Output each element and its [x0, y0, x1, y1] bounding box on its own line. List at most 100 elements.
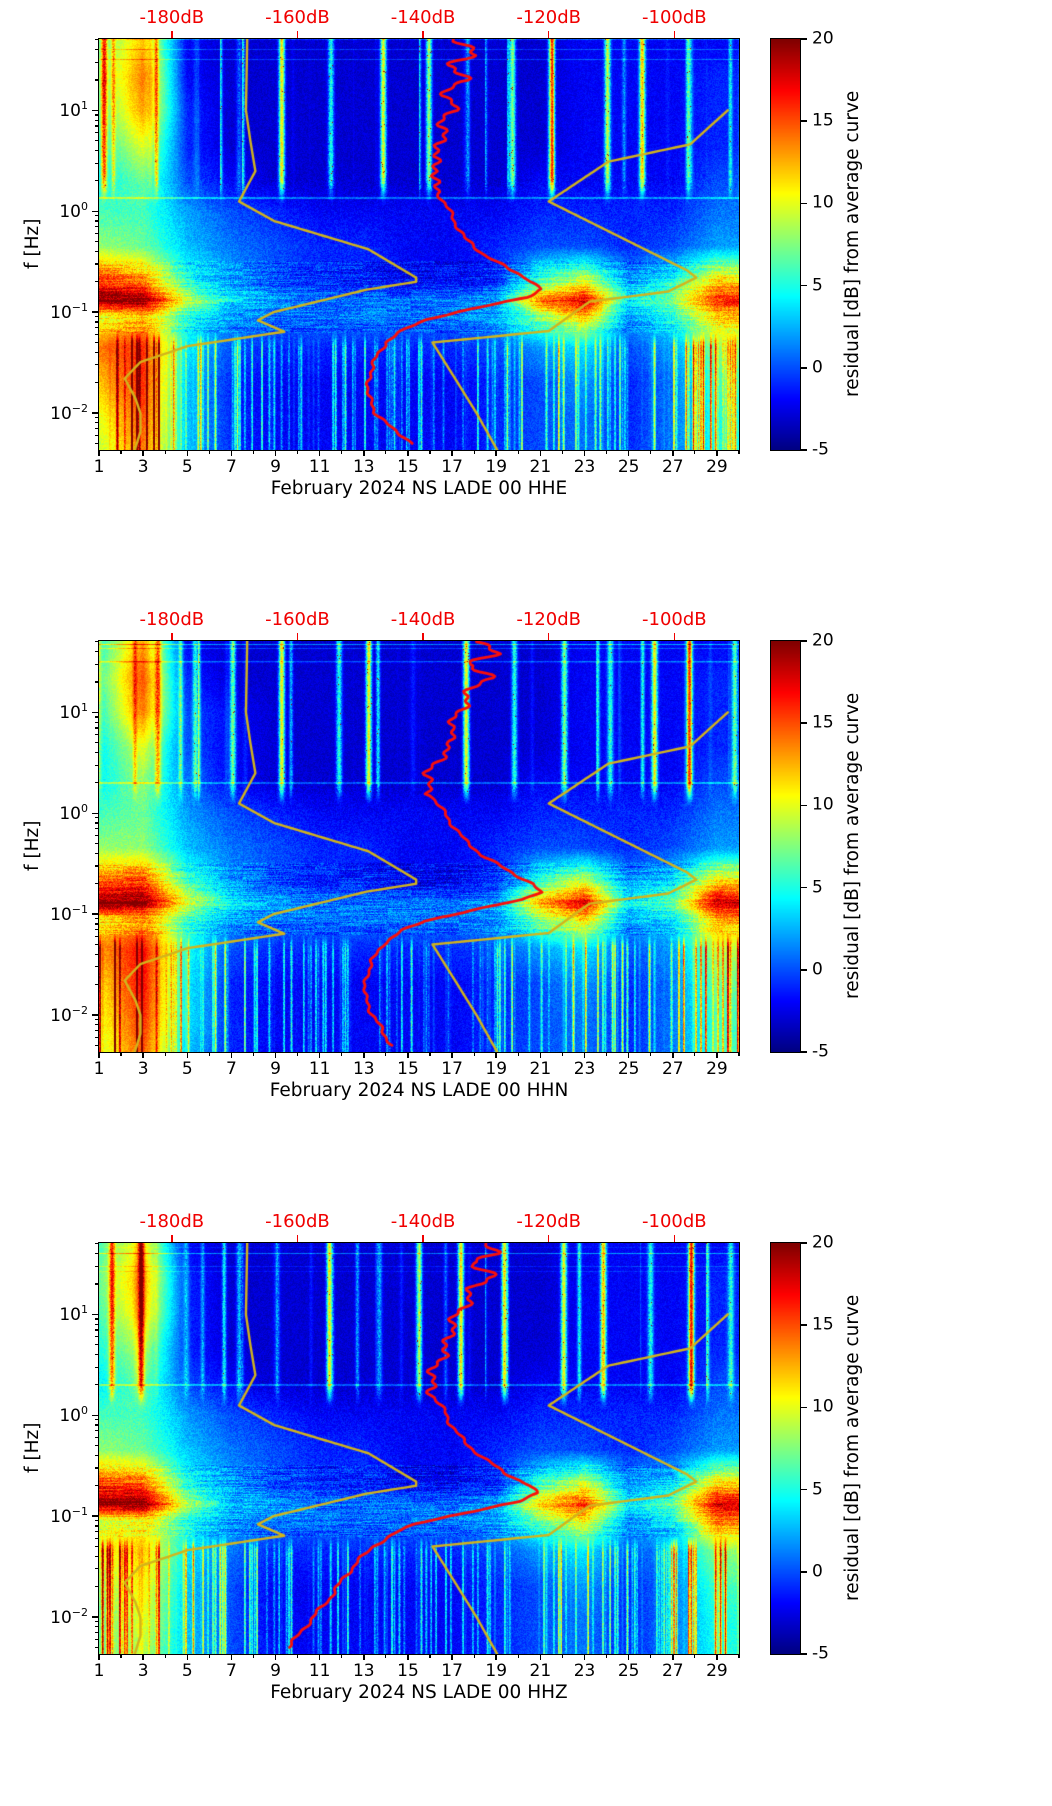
y-minor-tick	[95, 935, 99, 938]
x-tick	[672, 1052, 674, 1058]
x-minor-tick	[738, 1654, 740, 1658]
top-db-label: -160dB	[265, 609, 330, 630]
y-tick	[92, 1515, 99, 1517]
colorbar-tick	[801, 640, 807, 642]
x-minor-tick	[517, 1052, 519, 1056]
y-minor-tick	[95, 1318, 99, 1320]
x-tick-label: 11	[308, 457, 331, 477]
x-minor-tick	[385, 1654, 387, 1658]
x-minor-tick	[341, 450, 343, 454]
y-tick	[92, 1616, 99, 1618]
colorbar-tick	[801, 120, 807, 122]
y-minor-tick	[95, 817, 99, 819]
x-tick-label: 25	[617, 1059, 640, 1079]
colorbar-canvas	[771, 39, 800, 450]
x-tick-label: 7	[225, 1661, 237, 1681]
x-minor-tick	[297, 450, 299, 454]
x-minor-tick	[694, 450, 696, 454]
x-tick	[407, 1654, 409, 1660]
spectrogram-canvas-hhn	[99, 641, 739, 1052]
spectrogram-panel-hhn: f [Hz] residual [dB] from average curve …	[0, 602, 1052, 1204]
x-tick	[495, 1654, 497, 1660]
y-minor-tick	[95, 316, 99, 318]
y-minor-tick	[95, 125, 99, 127]
x-axis-label: February 2024 NS LADE 00 HHZ	[270, 1682, 568, 1703]
y-minor-tick	[95, 883, 99, 885]
colorbar-tick-label: 5	[812, 877, 823, 898]
colorbar-tick-label: 0	[812, 357, 823, 378]
x-tick	[98, 1654, 100, 1660]
colorbar-tick	[801, 202, 807, 205]
x-tick	[716, 450, 718, 456]
y-minor-tick	[95, 835, 99, 837]
x-tick-label: 7	[225, 1059, 237, 1079]
top-db-label: -100dB	[642, 1211, 707, 1232]
x-tick-label: 21	[529, 457, 552, 477]
y-minor-tick	[95, 742, 99, 744]
y-minor-tick	[95, 327, 99, 329]
y-minor-tick	[95, 681, 99, 683]
colorbar-tick	[801, 1406, 807, 1409]
top-db-label: -180dB	[139, 609, 205, 630]
y-tick-label: 101	[59, 1303, 88, 1326]
colorbar-tick	[801, 1653, 807, 1655]
y-minor-tick	[95, 263, 99, 265]
x-tick-label: 29	[706, 1059, 728, 1079]
spectrogram-canvas-hhe	[99, 39, 739, 450]
y-tick	[92, 1414, 99, 1416]
y-minor-tick	[95, 226, 99, 228]
y-minor-tick	[95, 734, 99, 736]
x-minor-tick	[694, 1654, 696, 1658]
y-minor-tick	[95, 1467, 99, 1469]
plot-area	[98, 1242, 740, 1655]
y-minor-tick	[95, 341, 99, 344]
x-tick-label: 25	[617, 1661, 640, 1681]
y-minor-tick	[95, 1437, 99, 1439]
y-minor-tick	[95, 966, 99, 968]
y-minor-tick	[95, 162, 99, 164]
y-minor-tick	[95, 321, 99, 323]
x-tick	[539, 450, 542, 456]
top-db-tick	[422, 633, 424, 640]
top-db-tick	[673, 31, 676, 38]
x-minor-tick	[429, 450, 431, 454]
y-minor-tick	[95, 49, 99, 51]
x-minor-tick	[252, 1052, 255, 1056]
x-tick	[186, 1654, 189, 1660]
x-tick	[274, 1052, 277, 1058]
x-minor-tick	[429, 1052, 431, 1056]
y-minor-tick	[95, 1638, 99, 1640]
top-db-label: -160dB	[265, 7, 330, 28]
y-minor-tick	[95, 1329, 99, 1331]
x-tick	[186, 450, 189, 456]
y-minor-tick	[95, 1384, 99, 1386]
x-tick	[142, 1654, 144, 1660]
top-db-label: -140dB	[390, 1211, 456, 1232]
colorbar-tick-label: -5	[812, 1643, 829, 1664]
x-tick	[363, 450, 365, 456]
y-minor-tick	[95, 1019, 99, 1021]
x-minor-tick	[164, 1052, 166, 1056]
colorbar-tick	[801, 1488, 807, 1491]
top-db-tick	[171, 633, 173, 640]
y-minor-tick	[95, 1454, 99, 1456]
y-tick	[92, 1014, 99, 1016]
x-tick	[451, 1052, 453, 1058]
x-tick	[627, 1052, 630, 1058]
y-minor-tick	[95, 1253, 99, 1255]
x-tick-label: 9	[270, 457, 281, 477]
y-minor-tick	[95, 822, 99, 824]
y-minor-tick	[95, 852, 99, 854]
colorbar	[770, 38, 801, 451]
x-tick-label: 27	[661, 457, 684, 477]
y-tick	[92, 412, 99, 414]
y-tick	[92, 812, 99, 814]
x-tick	[627, 450, 630, 456]
x-tick	[407, 450, 409, 456]
x-tick-label: 3	[137, 1661, 149, 1681]
y-minor-tick	[95, 918, 99, 920]
x-tick-label: 29	[706, 457, 728, 477]
y-minor-tick	[95, 382, 99, 384]
x-tick-label: 9	[270, 1059, 281, 1079]
colorbar-tick-label: 0	[812, 1561, 823, 1582]
